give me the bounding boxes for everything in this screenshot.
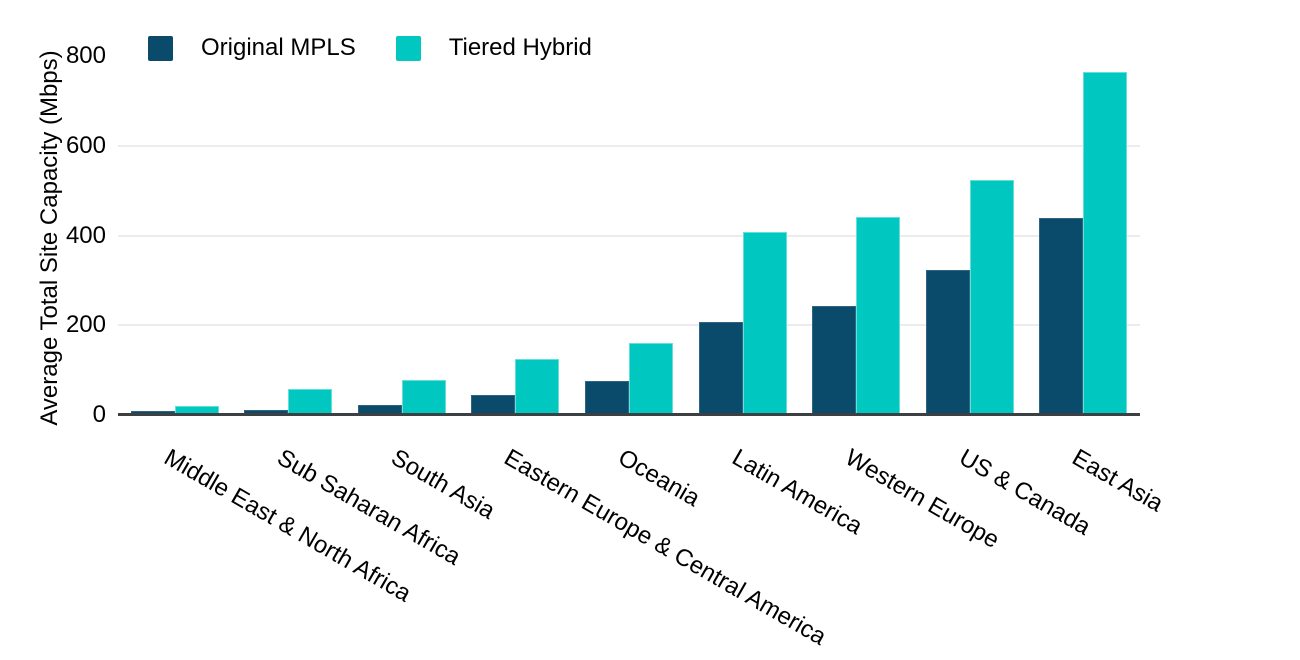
gridline [118, 234, 1140, 237]
x-tick-label: South Asia [386, 444, 515, 525]
bar-original-mpls [357, 404, 402, 415]
gridline [118, 324, 1140, 327]
legend-label: Original MPLS [201, 34, 356, 61]
bar-tiered-hybrid [515, 358, 560, 415]
bar-original-mpls [698, 322, 743, 415]
y-tick-label: 400 [65, 221, 106, 249]
x-tick-label-text: Oceania [613, 444, 705, 513]
bar-original-mpls [1039, 217, 1084, 415]
bar-original-mpls [244, 409, 289, 415]
y-tick-label: 800 [65, 42, 106, 70]
bar-tiered-hybrid [401, 380, 446, 415]
bar-tiered-hybrid [1083, 72, 1128, 415]
legend-item: Tiered Hybrid [395, 34, 592, 62]
bar-tiered-hybrid [288, 388, 333, 415]
gridline [118, 144, 1140, 147]
x-axis-line [118, 413, 1140, 416]
bar-original-mpls [585, 380, 629, 415]
bar-tiered-hybrid [742, 231, 787, 415]
bar-tiered-hybrid [969, 179, 1014, 415]
y-tick-label: 0 [92, 401, 106, 428]
bar-tiered-hybrid [174, 406, 219, 415]
legend-swatch-icon [148, 35, 173, 61]
bar-original-mpls [471, 395, 516, 415]
legend-swatch-icon [395, 35, 421, 61]
bar-original-mpls [925, 270, 970, 415]
legend: Original MPLS Tiered Hybrid [148, 34, 592, 62]
y-tick-label: 600 [65, 131, 106, 159]
legend-item: Original MPLS [148, 34, 356, 62]
x-tick-label: Oceania [614, 444, 716, 512]
bar-tiered-hybrid [629, 343, 673, 415]
bar-tiered-hybrid [856, 216, 901, 415]
legend-label: Tiered Hybrid [448, 34, 592, 61]
bar-original-mpls [812, 306, 857, 415]
x-tick-label-text: East Asia [1067, 444, 1168, 518]
y-tick-label: 200 [65, 311, 106, 339]
x-tick-label: East Asia [1068, 444, 1181, 517]
